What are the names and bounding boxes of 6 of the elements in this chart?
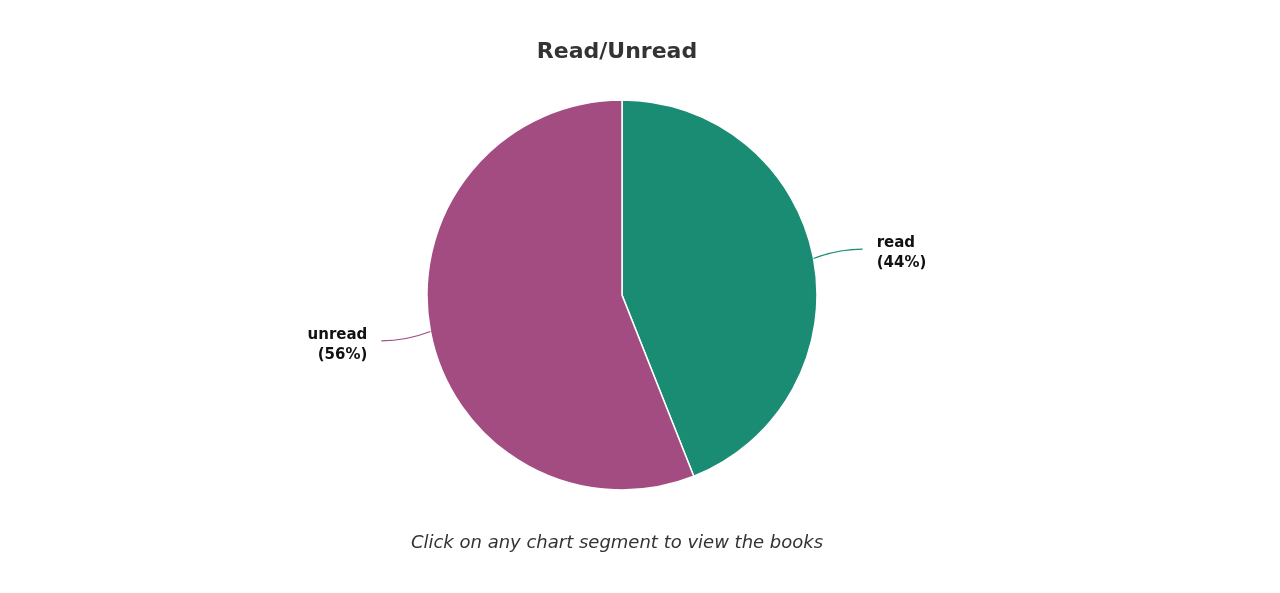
chart-title: Read/Unread bbox=[535, 38, 699, 63]
data-label: (56%) bbox=[317, 344, 368, 363]
data-label: (44%) bbox=[876, 253, 927, 272]
text: Click on any chart segment to view the books bbox=[409, 531, 825, 552]
slice-label: unread bbox=[307, 324, 368, 343]
slice-label: read bbox=[876, 233, 916, 252]
